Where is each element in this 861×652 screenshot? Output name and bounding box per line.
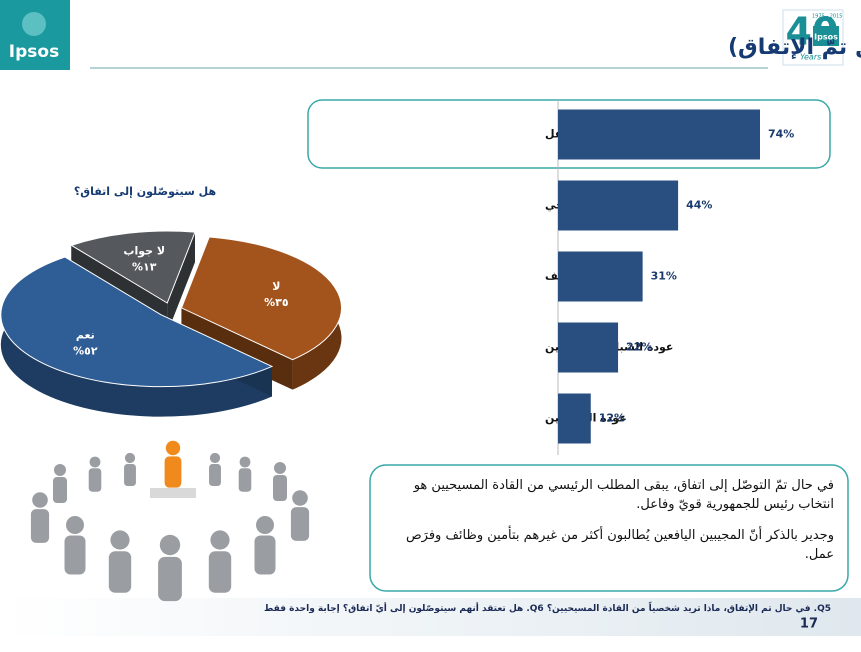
highlight-box xyxy=(307,99,831,169)
bar xyxy=(558,180,679,231)
anniv-logo-text: Ipsos xyxy=(814,33,838,42)
note-box xyxy=(369,464,849,592)
pie-slice xyxy=(0,256,274,388)
logo-mark xyxy=(22,12,46,36)
bar xyxy=(558,322,619,373)
person-head xyxy=(89,456,101,468)
pie-value-label: ٣٥% xyxy=(264,296,289,309)
bar xyxy=(558,251,643,302)
note-paragraph: في حال تمّ التوصّل إلى اتفاق، يبقى المطل… xyxy=(413,478,834,512)
person-body xyxy=(30,509,50,543)
anniv-years: Years xyxy=(800,53,821,62)
person-body xyxy=(108,551,132,593)
note-paragraph: وجدير بالذكر أنّ المجيبين اليافعين يُطال… xyxy=(405,528,834,562)
pie-side-shade xyxy=(0,257,273,417)
person-head xyxy=(209,452,221,464)
person-head xyxy=(159,534,181,556)
person-body xyxy=(208,551,232,593)
pie-label: نعم xyxy=(76,329,95,342)
pie-slice xyxy=(180,236,342,361)
person-head xyxy=(239,456,251,468)
bar-value-label: 74% xyxy=(768,128,794,141)
person-body xyxy=(290,507,310,541)
person-head xyxy=(32,492,48,508)
person-head xyxy=(210,530,230,550)
people-illustration xyxy=(30,440,310,602)
logo-text: Ipsos xyxy=(9,42,59,62)
person-head xyxy=(274,462,286,474)
pie-value-label: ١٣% xyxy=(132,261,157,274)
person-body xyxy=(124,463,136,487)
person-head xyxy=(256,516,274,534)
bar-value-label: 22% xyxy=(626,341,652,354)
person-head xyxy=(66,516,84,534)
person-body xyxy=(53,477,67,503)
person-body xyxy=(88,468,102,492)
person-head xyxy=(54,464,66,476)
page-number: 17 xyxy=(800,617,818,632)
footer-question: Q5. في حال تم الإتفاق، ماذا تريد شخصياً … xyxy=(263,604,831,614)
bar-value-label: 31% xyxy=(651,270,677,283)
person-body xyxy=(273,475,287,501)
person-body xyxy=(158,556,182,602)
anniv-logo xyxy=(813,26,839,46)
platform xyxy=(150,488,196,498)
person-body xyxy=(254,535,276,575)
person-body xyxy=(164,456,182,488)
pie-side xyxy=(0,257,273,417)
footer-strip xyxy=(0,598,861,636)
note: في حال تمّ التوصّل إلى اتفاق، يبقى المطل… xyxy=(382,476,834,576)
person-head xyxy=(292,490,308,506)
person-body xyxy=(209,463,221,487)
pie-value-label: ٥٢% xyxy=(73,345,98,358)
slide-title: المطالب من القادة المسيحيين (في حال تمّ … xyxy=(728,35,861,60)
bar-value-label: 12% xyxy=(599,412,625,425)
pie-slice xyxy=(70,230,196,304)
bar xyxy=(558,393,591,444)
pie-wall xyxy=(167,232,196,333)
pie-title: هل سيتوصّلون إلى اتفاق؟ xyxy=(74,185,216,198)
person-body xyxy=(64,535,86,575)
bar xyxy=(558,109,760,160)
pie-label: لا جواب xyxy=(123,245,165,258)
person-body xyxy=(238,468,252,492)
person-head xyxy=(165,440,181,456)
anniv-range: 1975 - 2015 xyxy=(812,14,842,20)
person-head xyxy=(110,530,130,550)
person-head xyxy=(124,452,136,464)
bar-value-label: 44% xyxy=(686,199,712,212)
pie-wall-shade xyxy=(167,232,196,333)
pie-label: لا xyxy=(272,280,280,293)
